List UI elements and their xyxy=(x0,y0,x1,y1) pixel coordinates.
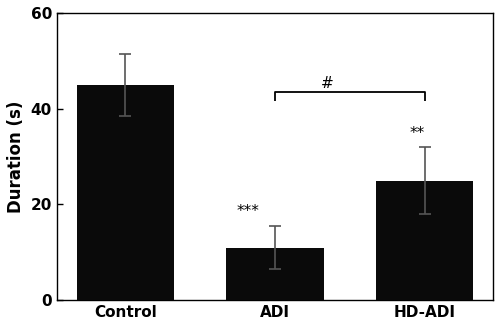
Text: #: # xyxy=(321,76,334,91)
Y-axis label: Duration (s): Duration (s) xyxy=(7,100,25,213)
Bar xyxy=(376,181,473,300)
Bar xyxy=(226,248,324,300)
Text: **: ** xyxy=(410,126,424,141)
Text: ***: *** xyxy=(236,204,260,219)
Bar xyxy=(76,85,174,300)
